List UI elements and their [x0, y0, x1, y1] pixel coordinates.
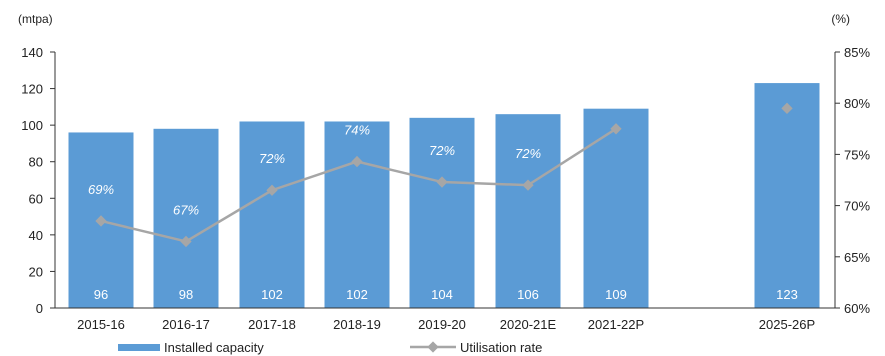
left-axis-tick-label: 140: [21, 45, 43, 60]
utilisation-point: [436, 176, 448, 188]
capacity-value-label: 98: [179, 287, 193, 302]
x-axis-category-label: 2020-21E: [500, 317, 557, 332]
utilisation-value-label: 79-80%: [765, 69, 810, 84]
capacity-value-label: 102: [346, 287, 368, 302]
utilisation-point: [266, 184, 278, 196]
x-axis-category-label: 2025-26P: [759, 317, 815, 332]
labels-layer: 96 98 102 102 104 106 109 123 69% 67% 72% 74% 72% 72%…: [88, 69, 809, 302]
right-axis-tick-label: 70%: [844, 199, 870, 214]
left-axis-unit: (mtpa): [18, 12, 53, 26]
right-axis-tick-label: 65%: [844, 250, 870, 265]
capacity-bar: [583, 108, 649, 308]
legend-swatch-installed-capacity: [118, 344, 160, 351]
capacity-bar: [754, 83, 820, 308]
right-axis-tick-label: 60%: [844, 301, 870, 316]
utilisation-value-label: 72%: [259, 151, 285, 166]
capacity-value-label: 102: [261, 287, 283, 302]
utilisation-value-label: 69%: [88, 182, 114, 197]
left-axis-tick-label: 20: [29, 264, 43, 279]
right-axis-tick-label: 75%: [844, 147, 870, 162]
left-axis-tick-label: 0: [36, 301, 43, 316]
left-axis-tick-label: 40: [29, 228, 43, 243]
capacity-bar: [324, 121, 390, 308]
capacity-bar: [409, 117, 475, 308]
x-axis-category-label: 2018-19: [333, 317, 381, 332]
right-axis-unit: (%): [831, 12, 850, 26]
line-layer: [95, 102, 793, 248]
right-axis-tick-label: 80%: [844, 96, 870, 111]
x-axis-category-label: 2015-16: [77, 317, 125, 332]
x-axis-category-label: 2021-22P: [588, 317, 644, 332]
x-axis-category-label: 2017-18: [248, 317, 296, 332]
capacity-value-label: 123: [776, 287, 798, 302]
left-axis-tick-label: 100: [21, 118, 43, 133]
legend-marker-utilisation-rate: [427, 341, 439, 353]
utilisation-value-label: 67%: [173, 202, 199, 217]
utilisation-value-label: 72%: [515, 146, 541, 161]
capacity-value-label: 106: [517, 287, 539, 302]
utilisation-point: [180, 235, 192, 248]
left-axis-tick-label: 80: [29, 155, 43, 170]
legend-label-utilisation-rate: Utilisation rate: [460, 340, 542, 355]
bars-layer: [68, 83, 820, 309]
left-axis-tick-label: 60: [29, 191, 43, 206]
legend-layer: Installed capacity Utilisation rate: [118, 340, 542, 355]
capacity-bar: [239, 121, 305, 308]
right-axis-tick-label: 85%: [844, 45, 870, 60]
capacity-value-label: 104: [431, 287, 453, 302]
left-axis-tick-label: 120: [21, 82, 43, 97]
utilisation-value-label: 74%: [344, 123, 370, 138]
utilisation-point: [351, 155, 363, 168]
utilisation-value-label: 72%: [429, 143, 455, 158]
legend-label-installed-capacity: Installed capacity: [164, 340, 264, 355]
capacity-bar: [153, 128, 219, 308]
capacity-value-label: 96: [94, 287, 108, 302]
x-axis-category-label: 2019-20: [418, 317, 466, 332]
capacity-bar: [495, 114, 561, 309]
utilisation-value-label: 78%: [603, 90, 629, 105]
x-axis-category-label: 2016-17: [162, 317, 210, 332]
utilisation-point: [522, 179, 534, 191]
capacity-value-label: 109: [605, 287, 627, 302]
axes-layer: 0 20 40 60 80 100 120 140 60% 65% 70% 75% 80% 85% 2015…: [18, 12, 870, 332]
